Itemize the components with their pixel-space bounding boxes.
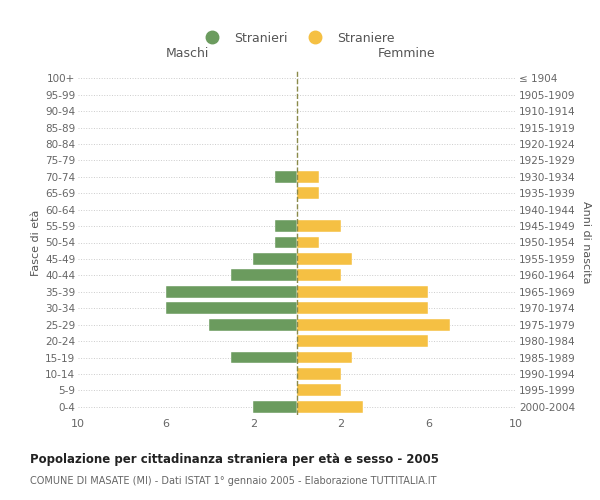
Bar bbox=[297, 220, 341, 232]
Bar bbox=[297, 318, 450, 330]
Text: COMUNE DI MASATE (MI) - Dati ISTAT 1° gennaio 2005 - Elaborazione TUTTITALIA.IT: COMUNE DI MASATE (MI) - Dati ISTAT 1° ge… bbox=[30, 476, 437, 486]
Bar bbox=[209, 318, 297, 330]
Bar bbox=[297, 384, 341, 396]
Bar bbox=[275, 220, 297, 232]
Bar bbox=[166, 302, 297, 314]
Bar bbox=[297, 401, 362, 412]
Bar bbox=[166, 286, 297, 298]
Bar bbox=[297, 368, 341, 380]
Bar bbox=[297, 286, 428, 298]
Bar bbox=[275, 236, 297, 248]
Bar bbox=[253, 253, 297, 265]
Bar bbox=[297, 352, 352, 364]
Bar bbox=[297, 335, 428, 347]
Bar bbox=[297, 253, 352, 265]
Text: Popolazione per cittadinanza straniera per età e sesso - 2005: Popolazione per cittadinanza straniera p… bbox=[30, 452, 439, 466]
Bar bbox=[275, 171, 297, 182]
Bar bbox=[297, 270, 341, 281]
Bar bbox=[297, 302, 428, 314]
Bar bbox=[297, 236, 319, 248]
Legend: Stranieri, Straniere: Stranieri, Straniere bbox=[195, 28, 399, 48]
Bar bbox=[232, 352, 297, 364]
Bar bbox=[297, 171, 319, 182]
Text: Maschi: Maschi bbox=[166, 47, 209, 60]
Y-axis label: Fasce di età: Fasce di età bbox=[31, 210, 41, 276]
Y-axis label: Anni di nascita: Anni di nascita bbox=[581, 201, 591, 284]
Bar bbox=[232, 270, 297, 281]
Text: Femmine: Femmine bbox=[377, 47, 436, 60]
Bar bbox=[297, 188, 319, 199]
Bar bbox=[253, 401, 297, 412]
